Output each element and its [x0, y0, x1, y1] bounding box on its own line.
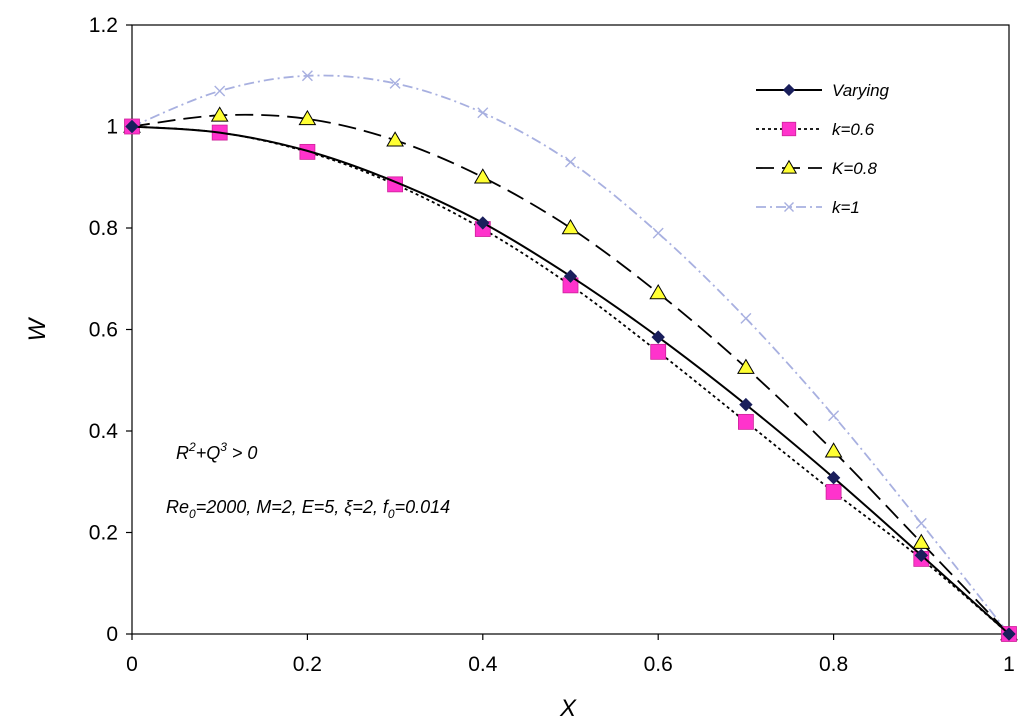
x-tick-label: 1 [1003, 653, 1015, 676]
x-tick-label: 0.2 [293, 653, 322, 676]
annotation-condition: R2+Q3 > 0 [176, 440, 257, 463]
data-point [915, 517, 927, 529]
series-line [131, 74, 1010, 635]
data-point [214, 85, 226, 97]
data-point [738, 413, 754, 430]
y-tick-label: 1.2 [89, 14, 118, 37]
legend-label: Varying [832, 81, 890, 100]
legend-item: k=0.6 [756, 120, 875, 139]
data-point [649, 283, 668, 300]
data-point [1002, 627, 1016, 641]
data-point [477, 107, 489, 119]
legend-item: Varying [756, 81, 890, 100]
data-point [210, 106, 229, 122]
y-tick-label: 0.8 [89, 217, 118, 240]
data-point [740, 312, 752, 324]
data-point [652, 227, 664, 239]
y-tick-label: 1 [106, 116, 118, 139]
data-point [563, 269, 578, 283]
plot-frame [131, 24, 1010, 635]
legend-item: K=0.8 [756, 159, 877, 178]
series-k-0-6 [124, 118, 1017, 642]
data-point [125, 119, 139, 134]
data-point [301, 70, 313, 82]
legend-marker [782, 83, 796, 97]
y-tick-label: 0.6 [89, 319, 118, 342]
data-point [473, 168, 492, 184]
data-point [565, 156, 576, 168]
data-point [826, 470, 841, 485]
y-tick-label: 0.4 [89, 420, 119, 443]
data-point [825, 483, 842, 500]
data-point [737, 358, 755, 374]
legend-marker [781, 121, 797, 137]
y-tick-label: 0.2 [89, 522, 118, 545]
series-varying [125, 119, 1016, 641]
legend-label: K=0.8 [832, 159, 877, 178]
series-k-0-8 [123, 106, 1018, 641]
legend-label: k=1 [832, 198, 860, 217]
data-point [386, 131, 404, 147]
data-point [561, 219, 580, 235]
y-tick-label: 0 [106, 623, 118, 646]
data-point [651, 330, 665, 344]
data-point [298, 109, 317, 126]
data-point [914, 548, 929, 563]
series-line [131, 125, 1010, 635]
data-point [476, 216, 490, 230]
annotation-parameters: Re0=2000, M=2, E=5, ξ=2, f0=0.014 [166, 497, 450, 521]
axes: 0 0.2 0.4 0.6 0.8 1 1.2 0 0.2 0.4 0.6 0.8 1 [89, 14, 1015, 676]
data-point [912, 533, 931, 549]
legend-item: k=1 [756, 198, 860, 217]
x-tick-label: 0.4 [468, 653, 498, 676]
legend-label: k=0.6 [832, 120, 875, 139]
x-tick-label: 0.8 [819, 653, 848, 676]
data-point [824, 442, 843, 458]
legend: Varying k=0.6 K=0.8 k=1 [756, 81, 890, 217]
series-line [131, 125, 1010, 635]
x-axis-label: X [559, 695, 577, 721]
data-point [828, 410, 840, 422]
data-point [739, 397, 753, 412]
legend-marker [784, 202, 794, 212]
legend-marker [780, 159, 798, 174]
x-tick-label: 0.6 [644, 653, 673, 676]
y-axis-label: W [24, 316, 51, 341]
series-k-1 [126, 70, 1015, 640]
series-line [131, 113, 1010, 635]
data-point [650, 343, 667, 360]
data-point [389, 77, 401, 89]
plot-series [123, 70, 1018, 642]
x-tick-label: 0 [126, 653, 138, 676]
